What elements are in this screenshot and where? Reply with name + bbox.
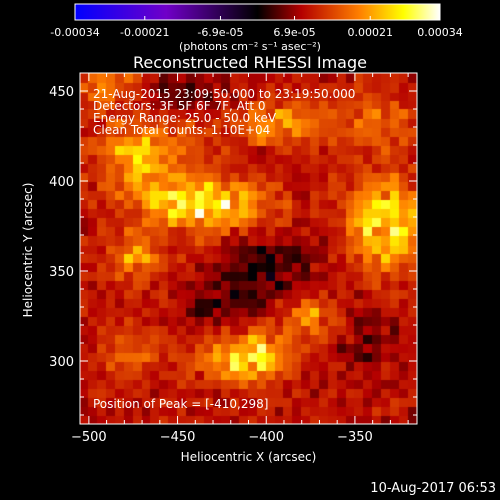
colorbar-tick-label: 0.00034 <box>417 26 463 39</box>
annotation-clean-counts: Clean Total counts: 1.10E+04 <box>93 123 271 137</box>
colorbar <box>74 3 441 21</box>
colorbar-units: (photons cm⁻² s⁻¹ asec⁻²) <box>179 40 321 53</box>
colorbar-ticks <box>74 16 441 20</box>
colorbar-tick-label: 0.00021 <box>347 26 393 39</box>
render-timestamp: 10-Aug-2017 06:53 <box>370 481 496 496</box>
x-tick-label: −500 <box>71 430 107 445</box>
colorbar-svg <box>74 3 441 21</box>
annotation-time-range: 21-Aug-2015 23:09:50.000 to 23:19:50.000 <box>93 87 356 101</box>
colorbar-tick-label: -6.9e-05 <box>197 26 244 39</box>
y-tick-label: 450 <box>49 85 74 100</box>
x-tick-label: −400 <box>248 430 284 445</box>
annotation-detectors: Detectors: 3F 5F 6F 7F, Att 0 <box>93 99 266 113</box>
x-tick-label: −350 <box>337 430 373 445</box>
x-tick-label: −450 <box>160 430 196 445</box>
plot-area <box>80 73 417 424</box>
colorbar-tick-label: -0.00021 <box>120 26 170 39</box>
chart-title: Reconstructed RHESSI Image <box>133 53 367 72</box>
y-tick-label: 350 <box>49 265 74 280</box>
y-axis-label: Heliocentric Y (arcsec) <box>21 182 35 318</box>
heatmap-image <box>80 73 417 424</box>
y-tick-label: 300 <box>49 355 74 370</box>
colorbar-tick-label: -0.00034 <box>50 26 100 39</box>
colorbar-tick-label: 6.9e-05 <box>273 26 316 39</box>
x-axis-label: Heliocentric X (arcsec) <box>180 450 317 464</box>
peak-position-label: Position of Peak = [-410,298] <box>93 397 269 411</box>
annotation-energy-range: Energy Range: 25.0 - 50.0 keV <box>93 111 277 125</box>
y-tick-label: 400 <box>49 175 74 190</box>
